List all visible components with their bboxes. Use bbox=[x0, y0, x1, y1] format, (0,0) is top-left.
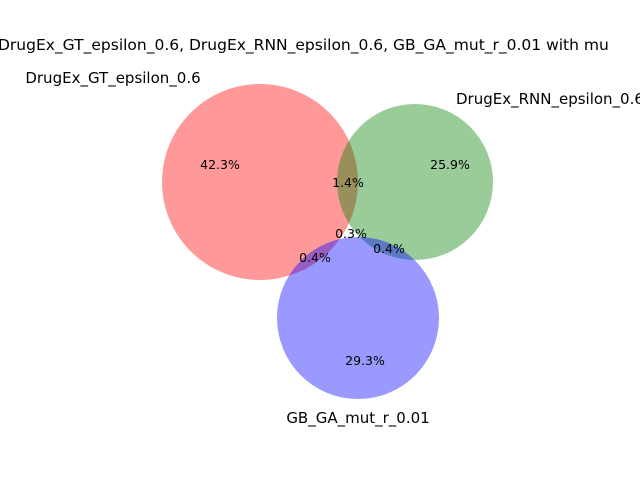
region-label-all-three: 0.3% bbox=[335, 226, 367, 241]
set-circle-drugex-gt bbox=[162, 84, 358, 280]
set-label-gb-ga: GB_GA_mut_r_0.01 bbox=[286, 409, 429, 428]
region-label-rnn-gb-ga: 0.4% bbox=[373, 241, 405, 256]
set-circle-drugex-rnn bbox=[337, 104, 493, 260]
region-label-gt-gb-ga: 0.4% bbox=[299, 250, 331, 265]
set-label-drugex-gt: DrugEx_GT_epsilon_0.6 bbox=[25, 69, 200, 88]
region-label-rnn-only: 25.9% bbox=[430, 157, 470, 172]
set-circle-gb-ga bbox=[277, 237, 439, 399]
set-label-drugex-rnn: DrugEx_RNN_epsilon_0.6 bbox=[456, 90, 640, 109]
diagram-title: DrugEx_GT_epsilon_0.6, DrugEx_RNN_epsilo… bbox=[0, 36, 609, 55]
region-label-gb-ga-only: 29.3% bbox=[345, 353, 385, 368]
region-label-gt-rnn: 1.4% bbox=[332, 175, 364, 190]
region-label-gt-only: 42.3% bbox=[200, 157, 240, 172]
